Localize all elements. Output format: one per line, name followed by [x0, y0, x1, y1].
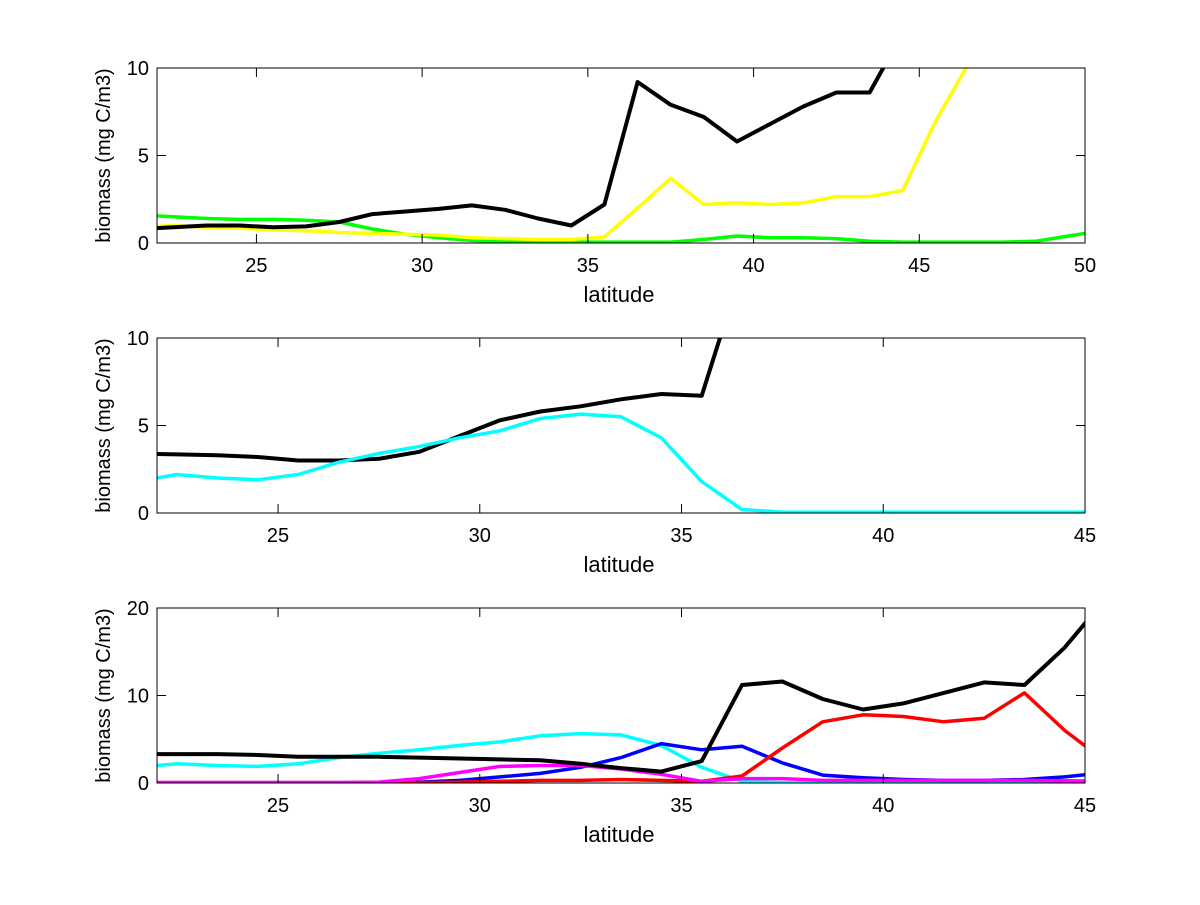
series-group [157, 620, 1085, 783]
subplot-3: 25 30 35 40 45 0 10 20 latitude biomass (mg C/m3) [93, 598, 1096, 847]
series-group [157, 338, 1085, 513]
x-tick-label: 50 [1074, 255, 1096, 277]
subplot-2: 25 30 35 40 45 0 5 10 latitude biomass (mg C/m3) [93, 328, 1096, 577]
y-tick-label: 0 [138, 233, 149, 255]
axes-box [156, 67, 1086, 244]
y-tick-label: 5 [138, 416, 149, 438]
y-tick-label: 10 [127, 328, 149, 350]
x-tick-label: 45 [1074, 795, 1096, 817]
series-line-green [157, 214, 1085, 243]
x-tick-label: 40 [872, 795, 894, 817]
y-tick-label: 0 [138, 773, 149, 795]
x-tick-label: 30 [411, 255, 433, 277]
x-tick-label: 45 [1074, 525, 1096, 547]
y-tick-label: 10 [127, 686, 149, 708]
series-line-black [157, 620, 1085, 774]
y-tick-label: 10 [127, 58, 149, 80]
x-tick-label: 45 [908, 255, 930, 277]
x-axis-label: latitude [584, 552, 655, 577]
x-tick-label: 40 [872, 525, 894, 547]
x-tick-label: 35 [670, 795, 692, 817]
series-group [157, 68, 1085, 243]
series-line-black [157, 68, 886, 231]
x-tick-label: 35 [670, 525, 692, 547]
x-tick-label: 30 [469, 525, 491, 547]
y-axis-label: biomass (mg C/m3) [93, 338, 115, 512]
x-axis-label: latitude [584, 822, 655, 847]
subplot-1: 25 30 35 40 45 50 0 5 10 latitude biomass (mg C/m3… [93, 58, 1096, 307]
axes-box [156, 337, 1086, 514]
y-axis-label: biomass (mg C/m3) [93, 608, 115, 782]
x-tick-label: 35 [577, 255, 599, 277]
x-tick-label: 40 [742, 255, 764, 277]
x-tick-label: 25 [245, 255, 267, 277]
y-tick-label: 0 [138, 503, 149, 525]
series-line-black [157, 338, 723, 463]
x-tick-label: 30 [469, 795, 491, 817]
x-tick-label: 25 [267, 795, 289, 817]
x-tick-label: 25 [267, 525, 289, 547]
series-line-yellow [157, 68, 969, 242]
series-line-cyan [157, 412, 1085, 513]
y-axis-label: biomass (mg C/m3) [93, 68, 115, 242]
y-tick-label: 20 [127, 598, 149, 620]
y-tick-label: 5 [138, 146, 149, 168]
x-axis-label: latitude [584, 282, 655, 307]
